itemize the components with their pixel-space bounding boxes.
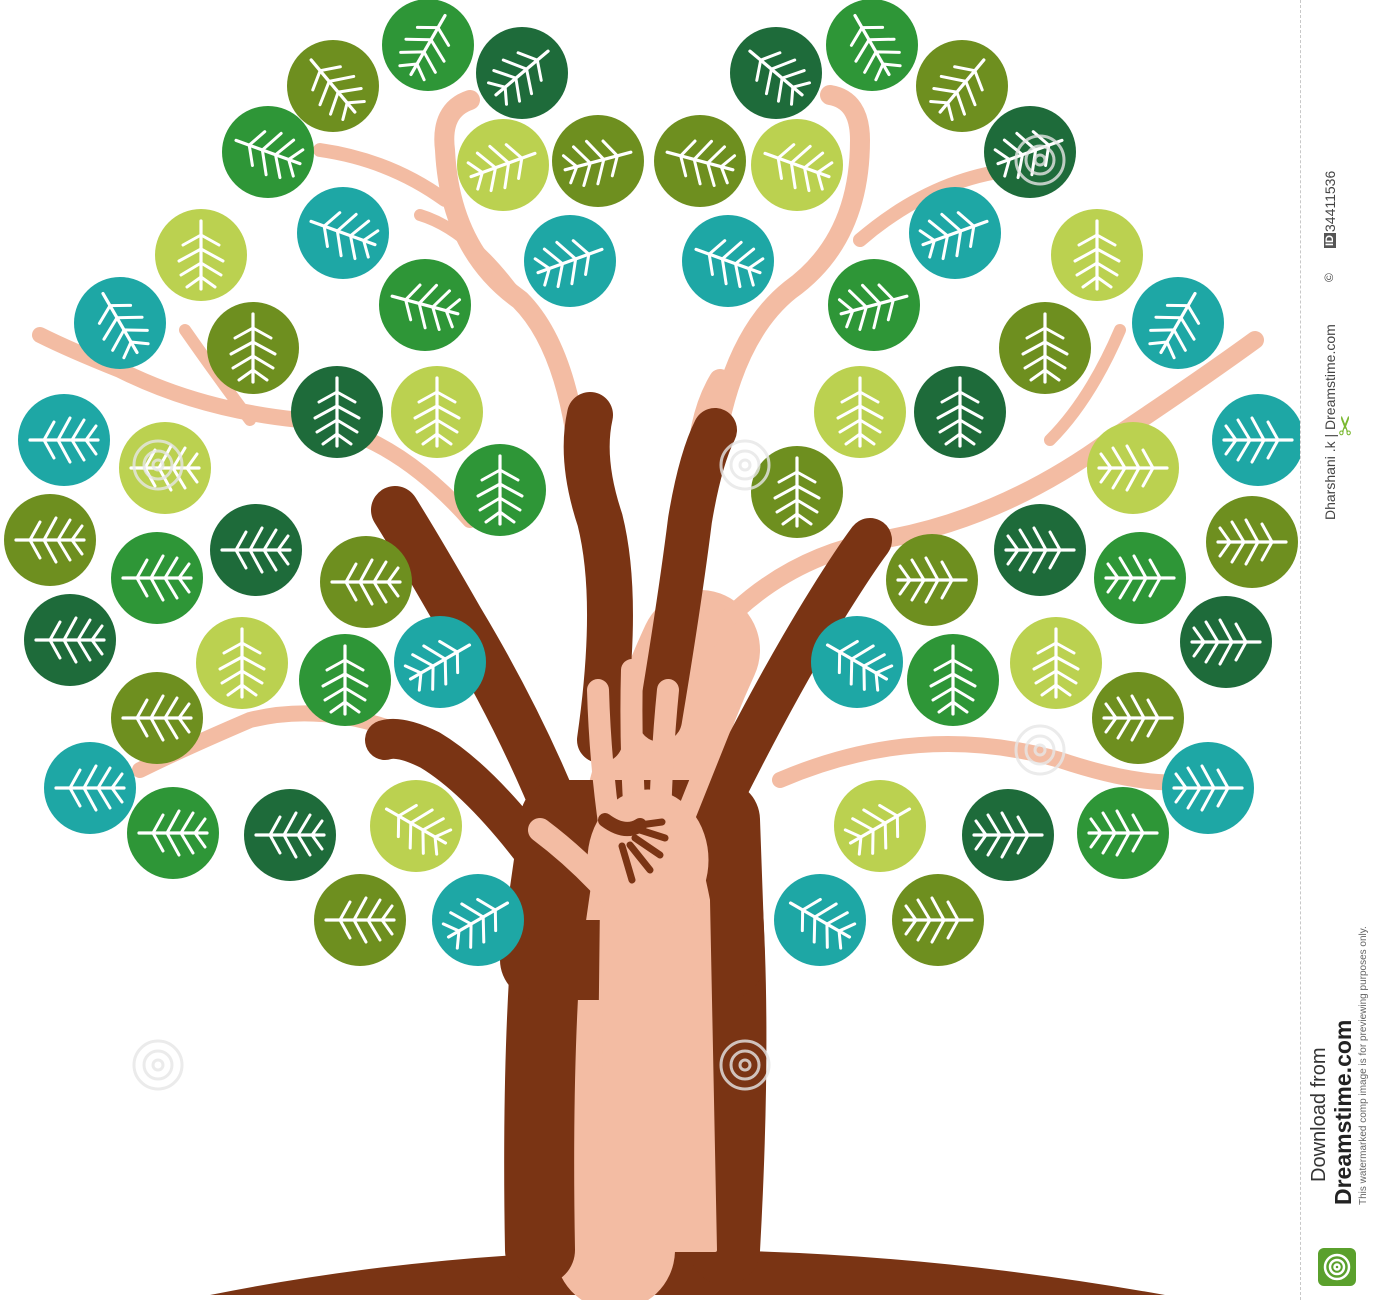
watermark-notice: This watermarked comp image is for previ… <box>1358 926 1369 1205</box>
leaf-icon <box>886 534 978 626</box>
leaf-icon <box>892 874 984 966</box>
leaf-icon <box>682 215 774 307</box>
leaf-icon <box>210 504 302 596</box>
watermark-swirl-icon <box>719 1039 771 1091</box>
leaf-icon <box>297 187 389 279</box>
leaf-icon <box>1094 532 1186 624</box>
leaf-icon <box>999 302 1091 394</box>
leaf-icon <box>222 106 314 198</box>
leaf-icon <box>111 532 203 624</box>
leaf-icon <box>552 115 644 207</box>
leaf-icon <box>44 742 136 834</box>
watermark-swirls <box>132 134 1066 1091</box>
leaf-icon <box>814 366 906 458</box>
watermark-swirl-icon <box>132 1039 184 1091</box>
watermark-swirl-icon <box>132 439 184 491</box>
leaf-icon <box>291 366 383 458</box>
leaf-icon <box>962 789 1054 881</box>
leaf-icon <box>454 444 546 536</box>
leaf-icon <box>74 277 166 369</box>
leaf-icon <box>18 394 110 486</box>
leaf-icon <box>907 634 999 726</box>
id-label: ID <box>1324 233 1336 248</box>
leaf-icon <box>1087 422 1179 514</box>
leaf-icon <box>379 259 471 351</box>
leaf-icon <box>1051 209 1143 301</box>
ground-mound <box>210 1250 1165 1295</box>
leaf-icon <box>287 40 379 132</box>
leaf-icon <box>244 789 336 881</box>
leaf-icon <box>828 259 920 351</box>
leaf-icon <box>751 446 843 538</box>
leaf-icon <box>1132 277 1224 369</box>
leaf-icon <box>155 209 247 301</box>
scissors-icon: ✂ <box>1330 414 1361 437</box>
leaf-icon <box>826 0 918 91</box>
leaf-icon <box>1077 787 1169 879</box>
watermark-swirl-icon <box>1014 724 1066 776</box>
leaf-icon <box>914 366 1006 458</box>
leaf-icon <box>24 594 116 686</box>
leaf-icon <box>314 874 406 966</box>
small-hand <box>598 813 669 884</box>
leaf-icon <box>382 0 474 91</box>
leaf-icon <box>916 40 1008 132</box>
leaf-icon <box>111 672 203 764</box>
leaf-icon <box>909 187 1001 279</box>
leaf-icon <box>432 874 524 966</box>
image-id: 34411536 <box>1322 170 1338 232</box>
leaf-icon <box>1212 394 1300 486</box>
leaf-icon <box>4 494 96 586</box>
download-from-label: Download from <box>1308 1047 1330 1182</box>
leaf-icon <box>654 115 746 207</box>
leaf-icon <box>1206 496 1298 588</box>
leaf-icon <box>1162 742 1254 834</box>
copyright-icon: © <box>1322 273 1336 282</box>
leaf-icon <box>811 616 903 708</box>
leaf-icon <box>1180 596 1272 688</box>
leaf-cluster <box>4 0 1300 966</box>
leaf-icon <box>391 366 483 458</box>
leaf-icon <box>207 302 299 394</box>
site-name: Dreamstime.com <box>1330 1019 1356 1205</box>
leaf-icon <box>119 422 211 514</box>
tree-hands-illustration <box>4 0 1300 1300</box>
leaf-icon <box>730 27 822 119</box>
watermark-swirl-icon <box>1014 134 1066 186</box>
leaf-icon <box>834 780 926 872</box>
leaf-icon <box>127 787 219 879</box>
leaf-icon <box>994 504 1086 596</box>
leaf-icon <box>394 616 486 708</box>
leaf-icon <box>774 874 866 966</box>
leaf-icon <box>196 617 288 709</box>
swirl-logo-icon <box>1318 1248 1356 1286</box>
leaf-icon <box>320 536 412 628</box>
leaf-icon <box>370 780 462 872</box>
light-hand <box>528 659 730 1252</box>
leaf-icon <box>457 119 549 211</box>
leaf-icon <box>1010 617 1102 709</box>
watermark-swirl-icon <box>719 439 771 491</box>
leaf-icon <box>1092 672 1184 764</box>
stock-sidebar <box>1300 0 1388 1300</box>
leaf-icon <box>476 27 568 119</box>
leaf-icon <box>751 119 843 211</box>
leaf-icon <box>524 215 616 307</box>
leaf-icon <box>299 634 391 726</box>
